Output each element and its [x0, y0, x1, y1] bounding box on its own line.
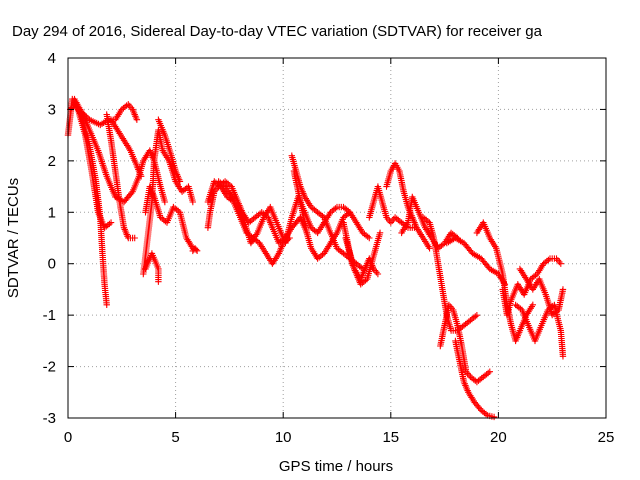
data-point [490, 413, 498, 421]
data-point [137, 173, 145, 180]
chart-title: Day 294 of 2016, Sidereal Day-to-day VTE… [12, 23, 543, 40]
grid [68, 58, 606, 418]
series-track-17 [282, 193, 354, 247]
series-track-26 [443, 234, 509, 288]
data-point [189, 198, 197, 206]
series-track-24 [437, 301, 493, 386]
x-tick-label: 20 [490, 429, 507, 446]
series-track-8 [142, 183, 197, 252]
data-point [486, 368, 493, 375]
y-tick-label: -1 [43, 307, 56, 324]
data-point [529, 301, 537, 309]
data-point [473, 311, 481, 319]
x-tick-label: 0 [64, 429, 72, 446]
x-tick-label: 25 [598, 429, 615, 446]
x-axis: 0 5 10 15 20 25 [64, 58, 615, 446]
data-point [131, 234, 138, 242]
series-track-6 [107, 116, 145, 180]
plot-frame [67, 57, 607, 419]
series-track-21 [383, 160, 433, 252]
series-track-10 [142, 250, 162, 285]
data-point [80, 110, 87, 117]
series-track-9 [155, 116, 184, 185]
x-axis-label: GPS time / hours [279, 458, 393, 475]
data-point [161, 198, 169, 206]
data-point [128, 190, 135, 197]
data-point [374, 270, 382, 278]
data-point [346, 209, 354, 216]
data-point [75, 106, 82, 113]
data-point [557, 260, 565, 267]
data-point [364, 233, 371, 240]
data-point [84, 115, 92, 122]
series-track-5 [103, 111, 138, 242]
series-track-20 [366, 183, 418, 231]
data-point [176, 178, 184, 185]
data-point [376, 229, 384, 237]
y-tick-label: 3 [48, 101, 56, 118]
y-axis: -3 -2 -1 0 1 2 3 4 [43, 50, 606, 427]
data-point [77, 107, 84, 115]
y-tick-label: 4 [48, 50, 56, 67]
data-point [155, 278, 162, 285]
x-tick-label: 10 [275, 429, 292, 446]
y-tick-label: -2 [43, 359, 56, 376]
y-tick-label: 2 [48, 153, 56, 170]
data-point [472, 313, 479, 320]
series-track-28 [499, 255, 565, 319]
y-tick-label: 0 [48, 256, 56, 273]
y-axis-label: SDTVAR / TECUs [5, 178, 22, 298]
series-track-19 [342, 234, 382, 283]
series-track-11 [189, 245, 201, 255]
data-point [559, 286, 567, 293]
y-tick-label: -3 [43, 410, 56, 427]
data-point [81, 112, 89, 119]
series-track-7 [140, 126, 197, 278]
series-track-29 [512, 301, 567, 360]
data-point [559, 353, 567, 360]
data-point [193, 247, 201, 255]
series-track-30 [516, 265, 567, 319]
data-point [426, 245, 433, 252]
x-tick-label: 15 [382, 429, 399, 446]
series-track-16 [290, 167, 373, 262]
data-point [366, 234, 373, 242]
data-point [192, 246, 200, 253]
data-point [103, 301, 110, 309]
y-tick-label: 1 [48, 204, 56, 221]
data-points [64, 95, 567, 421]
data-point [133, 116, 141, 123]
series-track-2 [67, 101, 115, 231]
series-track-14 [215, 178, 287, 247]
data-point [107, 219, 115, 226]
x-tick-label: 5 [171, 429, 179, 446]
